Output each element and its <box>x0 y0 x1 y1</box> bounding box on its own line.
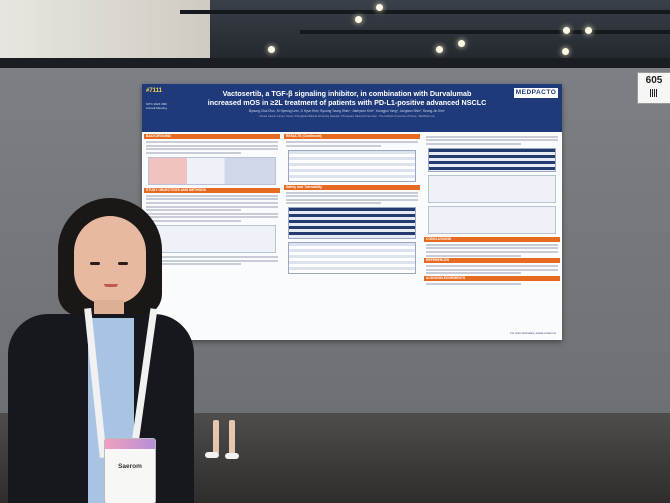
section-header: RESULTS (Continued) <box>284 134 420 139</box>
qr-code-icon <box>650 89 658 97</box>
name-badge: Saerom <box>104 438 156 503</box>
ceiling-light <box>376 4 383 11</box>
survival-curves <box>428 205 556 234</box>
ceiling-light <box>355 16 362 23</box>
ceiling-light <box>585 27 592 34</box>
poster-title-line2: increased mOS in ≥2L treatment of patien… <box>207 98 487 107</box>
face <box>74 216 146 304</box>
board-number-card: 605 <box>637 72 670 104</box>
poster-column-right: CONCLUSIONS REFERENCES ACKNOWLEDGEMENTS <box>424 134 560 337</box>
ceiling-beam <box>300 30 670 34</box>
badge-header-strip <box>105 439 155 449</box>
ceiling-light <box>563 27 570 34</box>
meeting-info: SITC 2024 39th Annual Meeting <box>146 102 168 110</box>
section-header: CONCLUSIONS <box>424 236 560 242</box>
section-header: Safety and Tolerability <box>284 184 420 190</box>
background-person-legs <box>205 420 245 460</box>
poster-affiliations: ¹Yonsei Cancer Center, Seoul; ²Chungbuk … <box>258 115 436 118</box>
poster-authors: Byoung Chul Cho¹, Ki Hyeong Lee², Ji Hyu… <box>249 109 445 113</box>
mechanism-figure <box>148 156 276 185</box>
survival-curves <box>428 174 556 203</box>
efficacy-table <box>428 147 556 172</box>
poster-title-line1: Vactosertib, a TGF-β signaling inhibitor… <box>222 89 472 98</box>
back-wall <box>0 0 210 62</box>
poster-banner: #7111 SITC 2024 39th Annual Meeting Vact… <box>142 84 562 132</box>
ceiling-beam <box>180 10 670 14</box>
safety-table <box>288 207 416 240</box>
ceiling-light <box>562 48 569 55</box>
ceiling-light <box>458 40 465 47</box>
presenter: Saerom <box>0 196 200 503</box>
board-rail <box>0 58 670 68</box>
section-header: BACKGROUND <box>144 134 280 139</box>
smile <box>104 284 118 287</box>
research-poster: #7111 SITC 2024 39th Annual Meeting Vact… <box>142 84 562 340</box>
board-number: 605 <box>645 75 663 86</box>
medpacto-logo: MEDPACTO <box>514 88 558 98</box>
section-header: REFERENCES <box>424 258 560 264</box>
ceiling-light <box>436 46 443 53</box>
section-header: STUDY OBJECTIVES AND METHODS <box>144 187 280 193</box>
ceiling-light <box>268 46 275 53</box>
badge-name: Saerom <box>118 463 142 470</box>
poster-id: #7111 <box>146 88 163 94</box>
results-table <box>288 149 416 182</box>
adverse-events-table <box>288 242 416 275</box>
poster-column-middle: RESULTS (Continued) Safety and Tolerabil… <box>284 134 420 337</box>
poster-footer: For more information, please contact us <box>510 332 556 335</box>
section-header: ACKNOWLEDGEMENTS <box>424 275 560 281</box>
